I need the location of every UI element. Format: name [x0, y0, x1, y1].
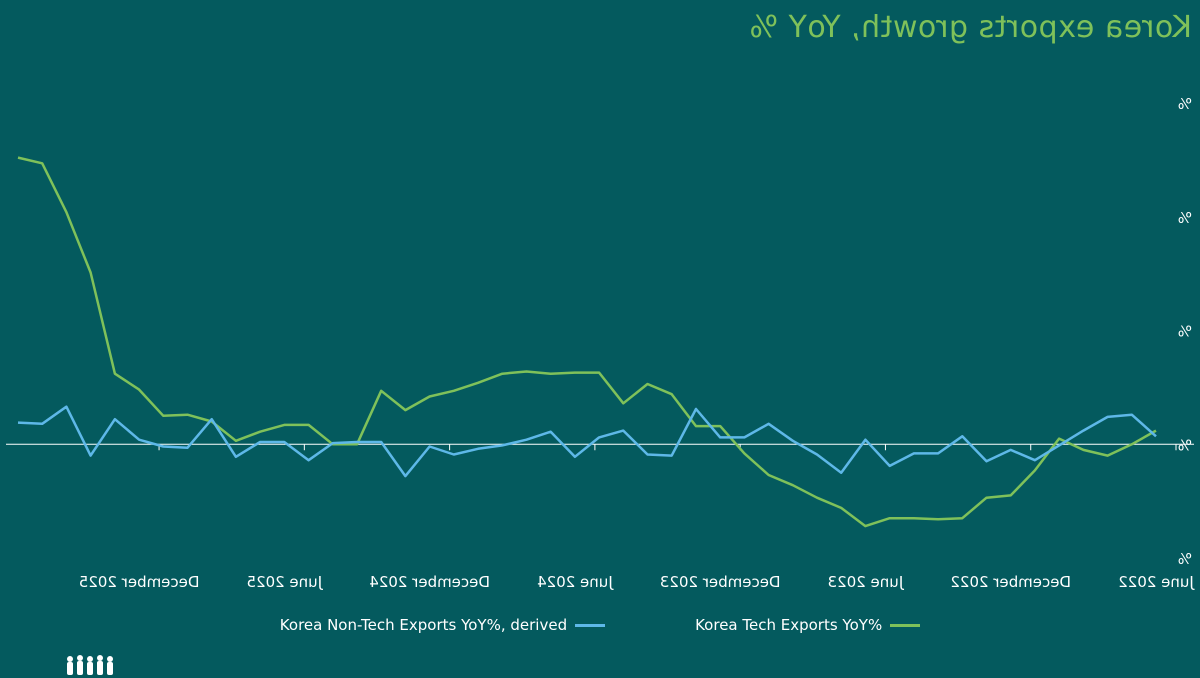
x-tick-label: December 2023	[660, 573, 781, 591]
x-tick-label: December 2025	[79, 573, 200, 591]
legend-label-tech: Korea Tech Exports YoY%	[695, 616, 883, 634]
x-tick-label: December 2022	[950, 573, 1071, 591]
y-tick-label: %	[1178, 209, 1192, 227]
y-tick-label: %	[1178, 550, 1192, 568]
y-tick-label: %	[1178, 95, 1192, 113]
x-tick-label: June 2022	[1118, 573, 1195, 591]
people-icon	[67, 655, 113, 675]
series-line-non-tech	[17, 405, 1157, 478]
legend-swatch-non-tech	[575, 623, 606, 627]
y-tick-label: %	[1178, 323, 1192, 341]
chart-legend: Korea Non-Tech Exports YoY%, derived Kor…	[0, 616, 1200, 634]
bond-logo	[40, 655, 120, 675]
x-tick-label: June 2024	[537, 573, 614, 591]
legend-label-non-tech: Korea Non-Tech Exports YoY%, derived	[279, 616, 568, 634]
x-tick-label: June 2025	[246, 573, 323, 591]
series-line-tech	[17, 156, 1157, 528]
legend-item-tech: Korea Tech Exports YoY%	[695, 616, 921, 634]
legend-item-non-tech: Korea Non-Tech Exports YoY%, derived	[279, 616, 606, 634]
legend-swatch-tech	[890, 623, 921, 627]
chart-title: Korea exports growth, YoY %	[749, 10, 1192, 45]
y-tick-label: %	[1178, 436, 1192, 454]
x-tick-label: June 2023	[828, 573, 905, 591]
x-tick-label: December 2024	[369, 573, 490, 591]
